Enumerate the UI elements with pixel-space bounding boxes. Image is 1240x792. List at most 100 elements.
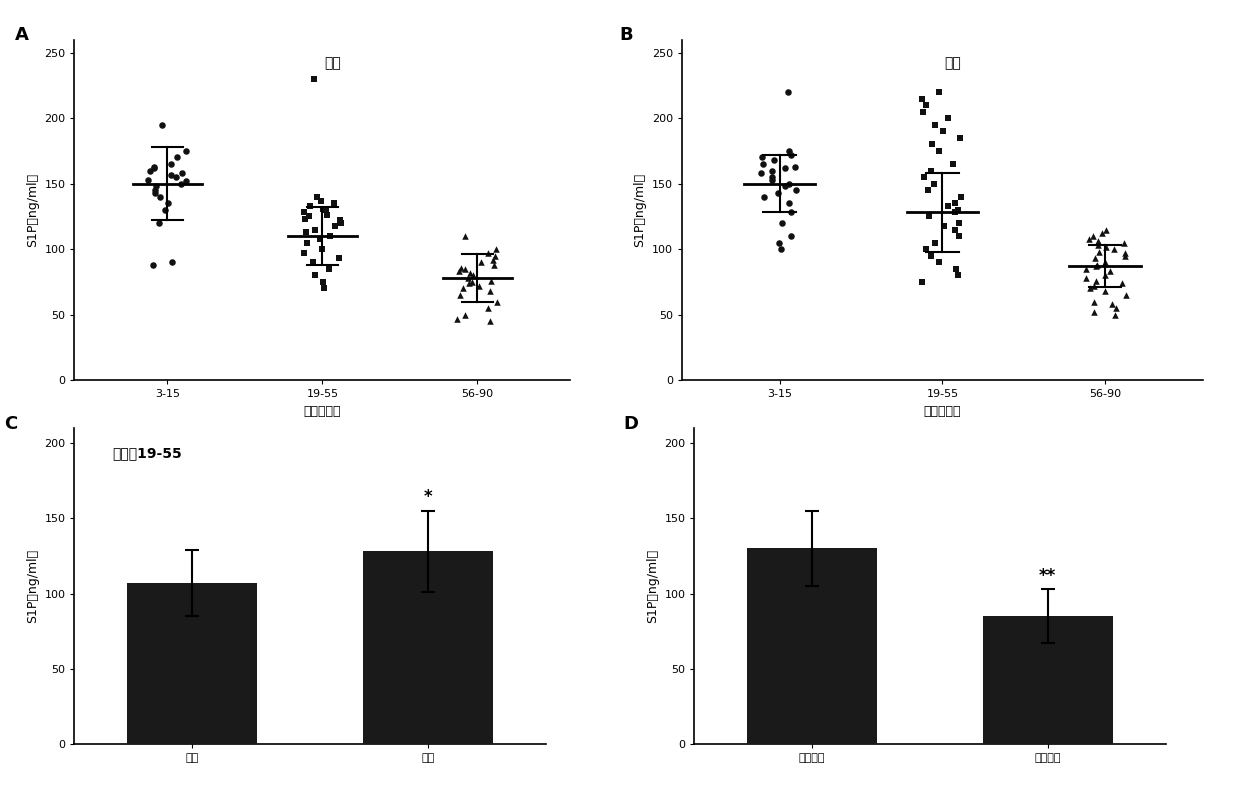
Point [1090, 246, 1110, 258]
Point [150, 190, 170, 203]
X-axis label: 年龄（年）: 年龄（年） [924, 405, 961, 417]
Point [775, 180, 795, 192]
Text: D: D [624, 415, 639, 433]
Point [448, 312, 467, 325]
Point [918, 184, 937, 196]
Point [1086, 274, 1106, 287]
Point [781, 206, 801, 219]
Point [945, 223, 965, 236]
Text: 雌性: 雌性 [945, 57, 961, 70]
Point [751, 151, 771, 164]
Point [939, 200, 959, 212]
Point [316, 204, 336, 216]
Point [319, 262, 339, 275]
Point [155, 204, 175, 216]
Point [780, 145, 800, 158]
Point [308, 190, 327, 203]
Point [176, 145, 196, 158]
Point [1106, 302, 1126, 314]
Point [754, 158, 774, 170]
Point [1102, 298, 1122, 310]
Point [1075, 262, 1095, 275]
Point [1100, 265, 1120, 278]
Point [911, 276, 931, 288]
Point [921, 164, 941, 177]
Text: C: C [4, 415, 17, 433]
Point [1112, 277, 1132, 290]
Bar [983, 616, 1112, 744]
Text: **: ** [1039, 566, 1056, 584]
Point [145, 184, 165, 196]
Point [1079, 232, 1099, 245]
Point [932, 125, 952, 138]
Bar [748, 548, 877, 744]
Point [951, 190, 971, 203]
Point [1114, 236, 1133, 249]
Point [455, 262, 475, 275]
Point [919, 210, 939, 223]
Point [481, 274, 501, 287]
Point [921, 249, 941, 262]
Point [161, 168, 181, 181]
Point [1116, 288, 1136, 301]
Point [486, 243, 506, 256]
Point [913, 105, 932, 118]
Point [1084, 230, 1104, 242]
Point [304, 73, 324, 86]
Point [315, 282, 335, 295]
Point [1085, 252, 1105, 265]
Point [314, 276, 334, 288]
Point [1091, 227, 1111, 240]
Point [761, 171, 781, 184]
Point [781, 149, 801, 162]
Point [294, 247, 314, 260]
Point [1084, 280, 1104, 292]
Point [316, 209, 336, 222]
Point [949, 204, 968, 216]
Point [296, 226, 316, 238]
Y-axis label: S1P（ng/ml）: S1P（ng/ml） [646, 549, 658, 623]
Point [929, 145, 949, 158]
Point [775, 162, 795, 174]
Point [1095, 256, 1115, 268]
Point [770, 236, 790, 249]
Point [295, 213, 315, 226]
Point [172, 167, 192, 180]
Point [329, 252, 348, 265]
Text: 雄性: 雄性 [324, 57, 341, 70]
Point [939, 112, 959, 124]
Point [915, 171, 935, 184]
Point [930, 86, 950, 98]
Point [449, 265, 469, 278]
Point [921, 138, 941, 150]
Point [779, 197, 799, 210]
Text: A: A [15, 26, 29, 44]
Point [930, 256, 950, 268]
Point [455, 230, 475, 242]
Point [1086, 258, 1106, 271]
Point [763, 173, 782, 186]
Point [484, 253, 503, 266]
Point [934, 219, 954, 232]
Point [300, 200, 320, 212]
Point [763, 164, 782, 177]
Text: 年龄：19-55: 年龄：19-55 [112, 447, 182, 461]
Point [946, 262, 966, 275]
Point [299, 210, 319, 223]
Text: B: B [620, 26, 634, 44]
Point [450, 288, 470, 301]
Point [924, 177, 944, 190]
Point [916, 243, 936, 256]
Point [925, 118, 945, 131]
Point [945, 206, 965, 219]
Point [320, 230, 340, 242]
Point [166, 171, 186, 184]
Point [480, 285, 500, 298]
Point [149, 217, 169, 230]
Point [779, 86, 799, 98]
Point [1104, 243, 1123, 256]
Y-axis label: S1P（ng/ml）: S1P（ng/ml） [634, 173, 646, 247]
Point [773, 217, 792, 230]
Point [1095, 285, 1115, 298]
Point [1084, 306, 1104, 318]
